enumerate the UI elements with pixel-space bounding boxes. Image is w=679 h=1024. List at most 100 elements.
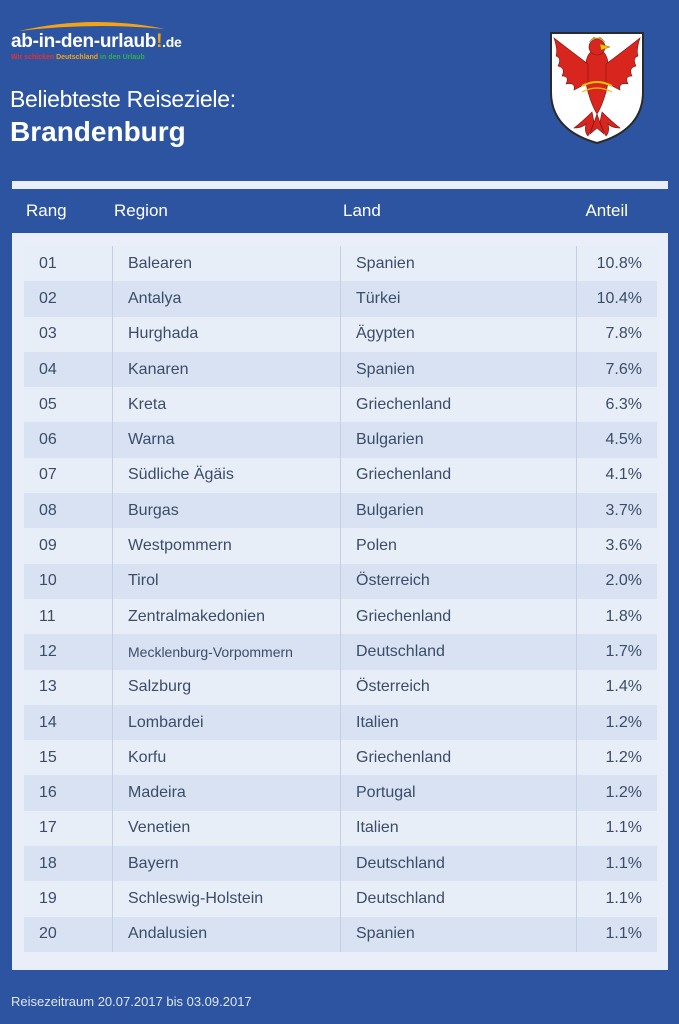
logo-tld: .de [162,34,182,50]
table-row: 02 Antalya Türkei 10.4% [24,281,657,317]
cell-anteil: 4.5% [576,422,656,458]
cell-region: Westpommern [112,528,342,564]
cell-anteil: 1.8% [576,598,656,635]
page-subtitle: Beliebteste Reiseziele: [10,86,236,112]
table-row: 08 Burgas Bulgarien 3.7% [24,493,657,529]
cell-anteil: 3.6% [576,528,656,564]
cell-land: Griechenland [340,457,576,494]
cell-anteil: 10.8% [576,246,656,282]
cell-rang: 15 [39,748,57,766]
cell-region: Salzburg [112,669,342,705]
cell-land: Bulgarien [340,422,576,458]
cell-anteil: 2.0% [576,563,656,599]
cell-region: Schleswig-Holstein [112,881,342,917]
cell-rang: 20 [39,925,57,943]
brandenburg-eagle-coat-of-arms-icon [550,32,644,145]
cell-land: Griechenland [340,598,576,635]
cell-region: Burgas [112,493,342,529]
cell-land: Portugal [340,775,576,811]
brand-logo[interactable]: ab-in-den-urlaub!.de Wir schicken Deutsc… [11,20,211,70]
cell-region: Korfu [112,740,342,776]
cell-anteil: 1.1% [576,846,656,882]
table-row: 04 Kanaren Spanien 7.6% [24,351,657,388]
logo-tagline: Wir schicken Deutschland in den Urlaub [11,54,145,61]
header-region: Region [114,201,168,220]
cell-rang: 18 [39,854,57,872]
cell-land: Spanien [340,246,576,282]
cell-rang: 12 [39,642,57,660]
cell-rang: 07 [39,466,57,484]
cell-anteil: 7.6% [576,351,656,388]
logo-main-text: ab-in-den-urlaub [11,31,157,52]
cell-region: Kanaren [112,351,342,388]
cell-rang: 08 [39,501,57,519]
cell-region: Zentralmakedonien [112,598,342,635]
table-row: 01 Balearen Spanien 10.8% [24,246,657,282]
cell-region: Tirol [112,563,342,599]
table-row: 13 Salzburg Österreich 1.4% [24,669,657,705]
header: ab-in-den-urlaub!.de Wir schicken Deutsc… [0,0,679,172]
table-row: 18 Bayern Deutschland 1.1% [24,846,657,882]
cell-land: Italien [340,810,576,847]
cell-anteil: 1.4% [576,669,656,705]
cell-region: Warna [112,422,342,458]
cell-anteil: 1.2% [576,740,656,776]
table-row: 03 Hurghada Ägypten 7.8% [24,316,657,352]
tagline-part-3: in den Urlaub [98,54,145,61]
cell-land: Griechenland [340,387,576,423]
cell-anteil: 1.7% [576,634,656,670]
cell-land: Österreich [340,563,576,599]
cell-anteil: 10.4% [576,281,656,317]
logo-exclamation: ! [156,31,163,52]
logo-swoosh-icon [19,21,165,31]
cell-region: Hurghada [112,316,342,352]
table-row: 06 Warna Bulgarien 4.5% [24,422,657,458]
cell-anteil: 1.2% [576,704,656,741]
cell-land: Italien [340,704,576,741]
table-header: Rang Region Land Anteil [12,189,668,233]
cell-anteil: 1.1% [576,810,656,847]
cell-region: Kreta [112,387,342,423]
table-row: 11 Zentralmakedonien Griechenland 1.8% [24,598,657,635]
tagline-part-1: Wir schicken [11,54,57,61]
cell-land: Spanien [340,351,576,388]
cell-region: Südliche Ägäis [112,457,342,494]
cell-anteil: 1.2% [576,775,656,811]
cell-land: Polen [340,528,576,564]
cell-rang: 10 [39,572,57,590]
cell-land: Österreich [340,669,576,705]
destinations-table-panel: Rang Region Land Anteil 01 Balearen Spanie… [12,181,668,970]
cell-land: Deutschland [340,634,576,670]
cell-anteil: 1.1% [576,881,656,917]
cell-land: Deutschland [340,881,576,917]
cell-region: Balearen [112,246,342,282]
cell-land: Ägypten [340,316,576,352]
cell-region: Lombardei [112,704,342,741]
tagline-part-2: Deutschland [56,54,99,61]
table-row: 09 Westpommern Polen 3.6% [24,528,657,564]
logo-wordmark: ab-in-den-urlaub!.de [11,31,182,53]
cell-rang: 19 [39,889,57,907]
cell-rang: 04 [39,360,57,378]
cell-rang: 16 [39,784,57,802]
cell-rang: 09 [39,537,57,555]
header-anteil: Anteil [585,201,628,220]
table-row: 05 Kreta Griechenland 6.3% [24,387,657,423]
table-row: 14 Lombardei Italien 1.2% [24,704,657,741]
page-title: Brandenburg [10,116,186,147]
cell-rang: 06 [39,431,57,449]
cell-land: Griechenland [340,740,576,776]
table-row: 16 Madeira Portugal 1.2% [24,775,657,811]
cell-land: Bulgarien [340,493,576,529]
table-row: 15 Korfu Griechenland 1.2% [24,740,657,776]
cell-anteil: 1.1% [576,916,656,952]
cell-rang: 13 [39,678,57,696]
cell-rang: 11 [39,607,56,625]
cell-region: Andalusien [112,916,342,952]
cell-region: Antalya [112,281,342,317]
cell-anteil: 3.7% [576,493,656,529]
cell-anteil: 7.8% [576,316,656,352]
cell-rang: 03 [39,325,57,343]
cell-region: Madeira [112,775,342,811]
header-rang: Rang [26,201,67,220]
